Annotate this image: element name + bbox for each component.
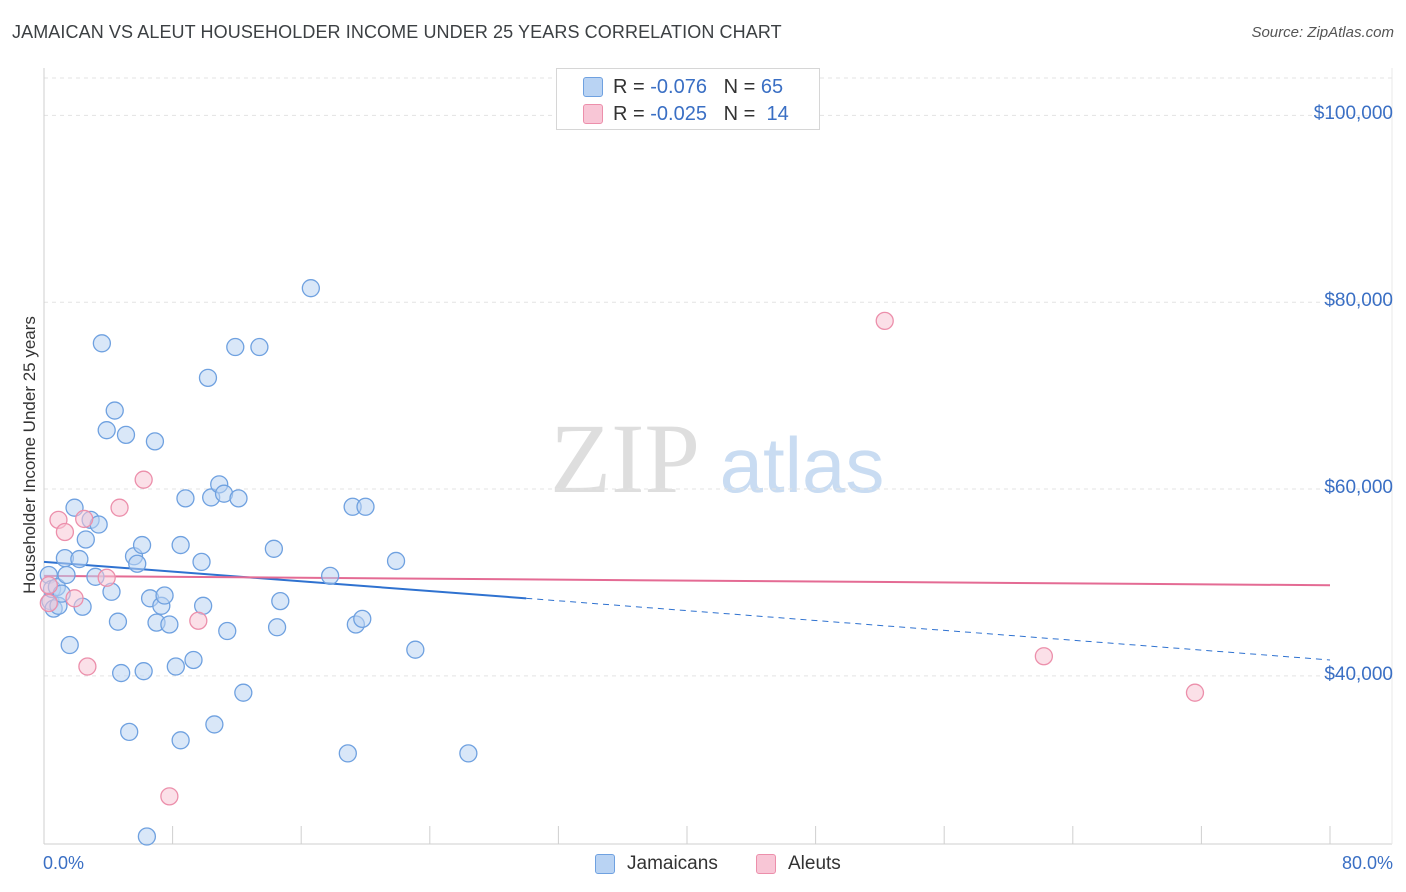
jamaicans-legend-swatch [595,854,615,874]
y-tick-label-3: $40,000 [1324,663,1393,685]
jamaicans-point-55 [271,591,290,611]
jamaicans-point-18 [97,421,116,440]
jamaicans-r-value: -0.076 [650,76,707,98]
jamaicans-point-37 [171,731,190,750]
jamaicans-point-49 [226,337,245,357]
jamaicans-point-21 [108,612,128,631]
y-axis-label: Householder Income Under 25 years [20,316,39,594]
jamaicans-point-53 [264,539,284,558]
aleuts-point-11 [189,611,208,630]
jamaicans-point-40 [184,650,203,670]
jamaicans-point-8 [57,565,76,585]
jamaicans-point-34 [155,586,174,605]
jamaicans-point-54 [267,618,287,637]
jamaicans-point-35 [160,615,179,634]
jamaicans-point-43 [198,368,218,388]
jamaicans-legend-label: Jamaicans [627,853,718,874]
jamaicans-point-22 [112,663,131,683]
y-tick-label-2: $60,000 [1324,477,1393,499]
jamaicans-point-48 [218,621,237,641]
aleuts-swatch [583,104,603,124]
aleuts-point-8 [110,498,129,517]
jamaicans-point-62 [356,497,375,516]
aleuts-r-value: -0.025 [650,103,707,125]
jamaicans-point-52 [250,337,269,357]
aleuts-point-0 [39,576,58,595]
jamaicans-point-51 [234,683,253,702]
y-tick-label-1: $80,000 [1324,290,1393,312]
data-points [39,279,1205,846]
jamaicans-point-23 [116,425,136,444]
aleuts-point-1 [39,593,58,613]
source-credit: Source: ZipAtlas.com [1251,24,1394,41]
gridlines [44,77,1392,677]
watermark-atlas: atlas [720,421,885,509]
correlation-legend: R = -0.076 N = 65 R = -0.025 N = 14 [556,68,820,130]
watermark-zip: ZIP [550,403,700,514]
x-tick-label-right: 80.0% [1341,853,1393,873]
jamaicans-point-56 [301,279,320,298]
aleuts-point-5 [75,509,94,529]
jamaicans-point-38 [171,535,190,555]
jamaicans-trend-extension [526,597,1331,661]
axes [43,68,1393,845]
jamaicans-point-39 [176,489,195,508]
jamaicans-r-label: R = [613,76,651,98]
aleuts-legend-label: Aleuts [788,853,841,874]
jamaicans-swatch [583,77,603,97]
jamaicans-point-31 [145,432,165,451]
jamaicans-point-57 [320,566,340,586]
aleuts-point-7 [97,568,116,587]
aleuts-point-14 [1185,683,1205,702]
aleuts-point-13 [1034,647,1054,666]
aleuts-legend-swatch [756,854,776,874]
jamaicans-point-17 [92,334,112,353]
jamaicans-point-13 [76,530,95,549]
watermark: ZIP atlas [550,403,884,514]
aleuts-point-3 [55,522,75,542]
jamaicans-point-50 [229,489,248,508]
jamaicans-point-65 [459,744,478,763]
jamaicans-point-9 [60,635,79,655]
aleuts-point-10 [160,787,179,806]
aleuts-point-4 [65,589,84,608]
aleuts-trend-line [43,574,1331,587]
trend-lines [43,560,1331,661]
aleuts-point-12 [875,311,894,331]
jamaicans-point-24 [120,722,139,742]
jamaicans-point-28 [134,662,153,681]
jamaicans-point-27 [132,535,152,555]
jamaicans-point-20 [105,401,124,420]
jamaicans-point-36 [166,657,185,676]
jamaicans-point-58 [338,744,357,763]
chart-title: JAMAICAN VS ALEUT HOUSEHOLDER INCOME UND… [12,22,782,42]
jamaicans-point-11 [70,549,89,569]
y-tick-label-0: $100,000 [1313,103,1393,125]
jamaicans-point-29 [137,827,157,846]
aleuts-n-value: 14 [760,103,789,125]
jamaicans-point-26 [128,554,147,573]
jamaicans-point-45 [205,715,224,734]
aleuts-n-label: N = [723,103,761,125]
aleuts-r-label: R = [613,103,651,125]
aleuts-point-6 [78,657,97,676]
jamaicans-n-value: 65 [760,76,784,98]
jamaicans-trend-line [43,560,527,600]
x-tick-label-left: 0.0% [43,853,85,873]
jamaicans-point-61 [353,609,372,629]
jamaicans-point-64 [406,640,425,659]
jamaicans-point-63 [386,551,406,571]
jamaicans-n-label: N = [723,76,761,98]
aleuts-point-9 [134,470,153,489]
jamaicans-point-41 [192,552,211,572]
